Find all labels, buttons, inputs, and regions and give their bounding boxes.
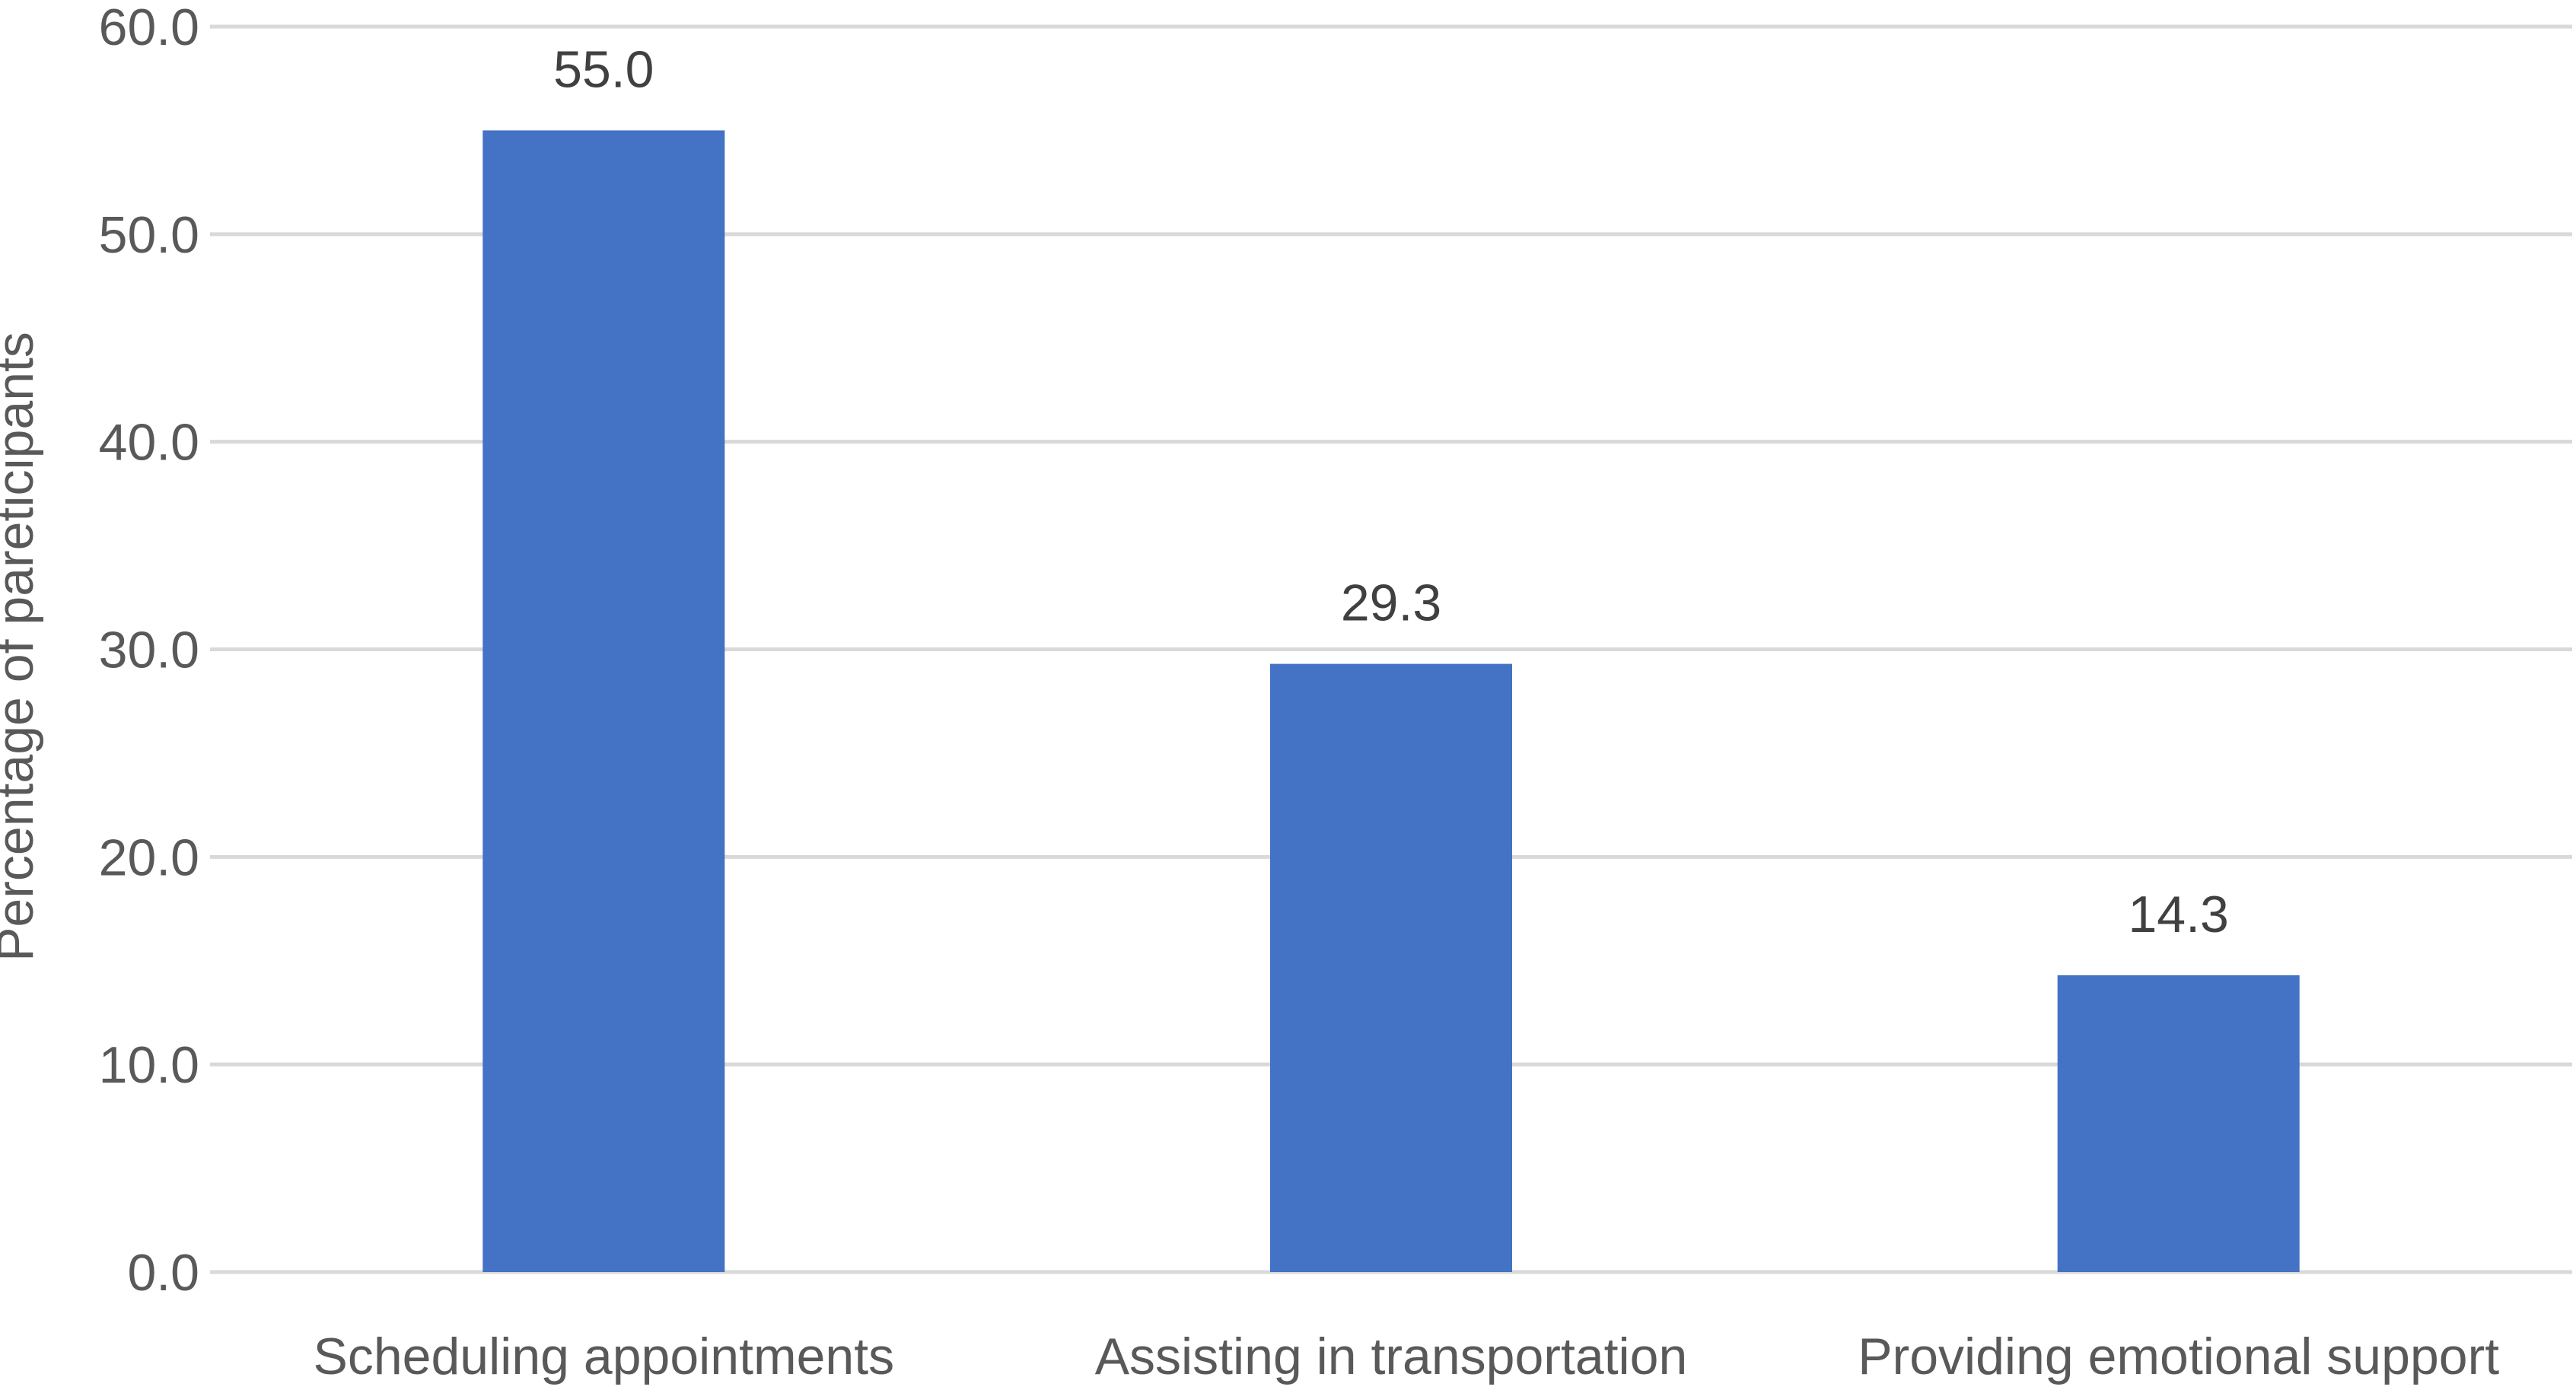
y-tick-label: 10.0 bbox=[99, 1036, 199, 1094]
x-category-label: Providing emotional support bbox=[1858, 1328, 2499, 1385]
y-tick-label: 40.0 bbox=[99, 414, 199, 472]
bar bbox=[2057, 975, 2300, 1272]
y-tick-label: 50.0 bbox=[99, 206, 199, 264]
x-axis-category-labels: Scheduling appointments Assisting in tran… bbox=[314, 1328, 2500, 1385]
bar bbox=[1270, 663, 1512, 1272]
data-label: 29.3 bbox=[1341, 574, 1441, 632]
data-label: 14.3 bbox=[2128, 886, 2228, 943]
y-tick-label: 30.0 bbox=[99, 622, 199, 679]
bars bbox=[482, 130, 2300, 1273]
y-tick-label: 0.0 bbox=[127, 1244, 199, 1302]
y-axis-tick-labels: 0.0 10.0 20.0 30.0 40.0 50.0 60.0 bbox=[99, 0, 199, 1302]
data-label: 55.0 bbox=[553, 40, 654, 98]
x-category-label: Assisting in transportation bbox=[1095, 1328, 1688, 1385]
bar bbox=[482, 130, 725, 1273]
y-tick-label: 20.0 bbox=[99, 828, 199, 886]
y-tick-label: 60.0 bbox=[99, 0, 199, 56]
y-axis-title: Percentage of pareticipants bbox=[0, 332, 44, 962]
data-labels: 55.0 29.3 14.3 bbox=[553, 40, 2229, 943]
x-category-label: Scheduling appointments bbox=[314, 1328, 895, 1385]
